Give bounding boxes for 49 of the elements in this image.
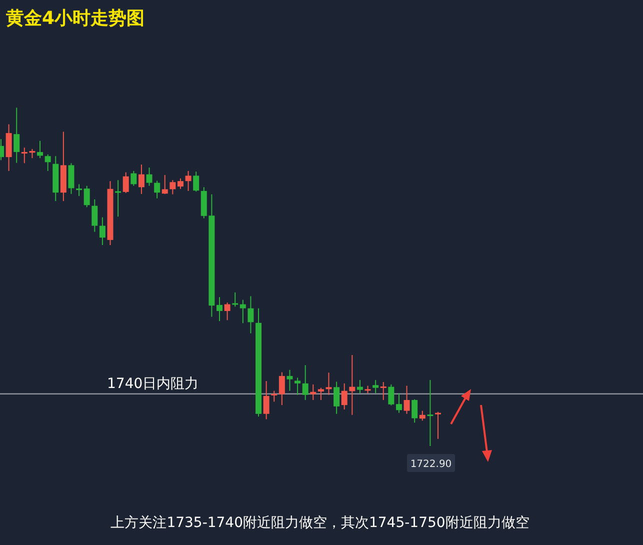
candlestick [216, 296, 222, 322]
candlestick [388, 384, 394, 406]
candlestick [76, 184, 82, 196]
candlestick [372, 380, 379, 394]
candlestick [286, 369, 293, 392]
candlestick [435, 411, 441, 440]
candlestick [248, 296, 254, 334]
candlestick [170, 180, 176, 195]
candlestick [162, 174, 168, 194]
candlestick [334, 381, 340, 414]
candlestick [99, 216, 106, 246]
candlestick [302, 364, 308, 400]
candlestick [349, 354, 356, 416]
candlestick [318, 387, 324, 400]
candlestick [122, 172, 129, 194]
candlestick [396, 392, 402, 414]
candlestick [427, 380, 434, 446]
text: 上方关注1735-1740附近阻力做空，其次1745-1750附近阻力做空 [110, 515, 530, 531]
candlestick [84, 185, 90, 208]
candlestick [271, 390, 278, 402]
candlestick [240, 299, 246, 324]
candlestick [263, 380, 270, 420]
candlestick [177, 178, 184, 190]
text: 1722.90 [410, 459, 452, 470]
candlestick [68, 162, 74, 194]
candlestick [14, 107, 20, 164]
candlestick [185, 170, 192, 192]
candlestick [294, 377, 301, 396]
candlestick [232, 292, 238, 308]
candlestick [412, 398, 418, 424]
candlestick [130, 170, 137, 186]
chart-title: 黄金4小时走势图 [5, 8, 145, 29]
candlestick [278, 372, 285, 406]
ref-line-label: 1740日内阻力 [107, 376, 199, 392]
candlestick [115, 180, 122, 218]
candlestick [146, 167, 152, 186]
candlestick [380, 382, 386, 400]
candlestick [224, 302, 230, 321]
candlestick [419, 410, 426, 422]
candlestick [356, 380, 363, 394]
candlestick [138, 164, 144, 194]
candlestick [341, 382, 348, 410]
candlestick [154, 180, 160, 199]
candlestick [92, 198, 98, 232]
candlestick [326, 372, 332, 396]
candlestick [404, 385, 410, 414]
candlestick [37, 140, 44, 159]
candlestick [193, 171, 200, 192]
candlestick [44, 154, 51, 172]
